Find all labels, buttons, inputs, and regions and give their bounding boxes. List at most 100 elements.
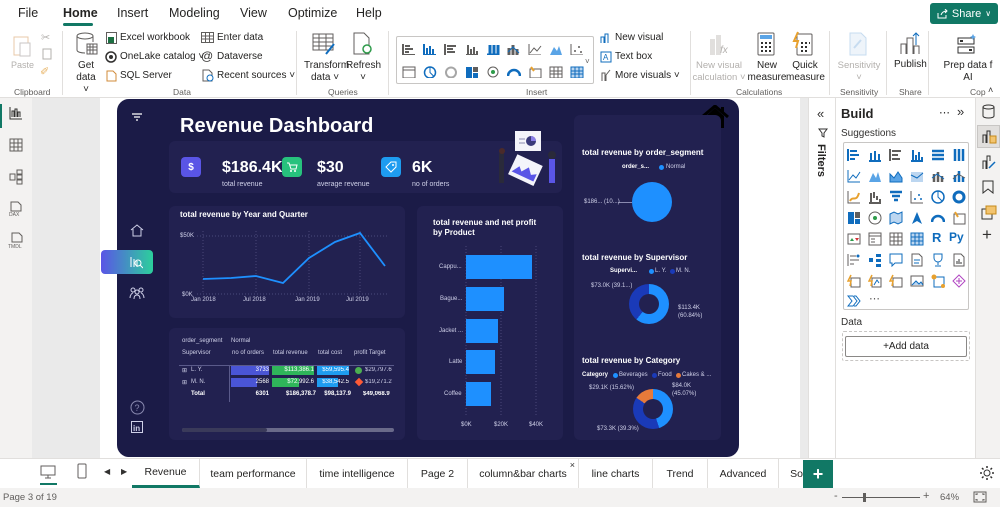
slicer-icon[interactable] — [868, 232, 882, 246]
next-page-icon[interactable]: ▶ — [121, 467, 128, 476]
copy-icon[interactable] — [41, 48, 53, 60]
header-profit[interactable]: profit Target — [354, 350, 386, 356]
help-icon[interactable]: ? — [130, 400, 145, 415]
waterfall-icon[interactable] — [847, 190, 861, 204]
gauge-icon[interactable] — [507, 66, 521, 78]
smart-narrative-icon[interactable] — [910, 253, 924, 267]
matrix-icon[interactable] — [570, 66, 584, 78]
analytics-nav-button[interactable] — [101, 250, 153, 274]
filters-pane[interactable]: « Filters — [808, 98, 835, 458]
pie-segment-chart[interactable] — [632, 182, 672, 222]
settings-gear-icon[interactable] — [979, 465, 995, 481]
stacked-bar-icon[interactable] — [402, 43, 416, 55]
goals-icon[interactable] — [931, 253, 945, 267]
home-nav-icon[interactable] — [130, 223, 144, 237]
tmdl-view-icon[interactable]: TMDL — [8, 232, 26, 250]
collapse-ribbon-icon[interactable]: ˄ — [988, 85, 994, 95]
refresh-button[interactable]: Refresh ˅ — [346, 60, 382, 83]
expand-icon[interactable]: ⊞ — [182, 380, 188, 386]
clustered-column-icon[interactable] — [910, 148, 924, 162]
area-chart-icon[interactable] — [868, 169, 882, 183]
linkedin-icon[interactable]: in — [131, 421, 143, 433]
line-stacked-column-icon[interactable] — [931, 169, 945, 183]
donut-category-chart[interactable] — [633, 389, 673, 429]
filled-map-icon[interactable] — [889, 211, 903, 225]
100-stacked-column-icon[interactable] — [952, 148, 966, 162]
zoom-out-button[interactable]: - — [834, 490, 838, 502]
zoom-level[interactable]: 64% — [940, 492, 960, 503]
new-measure-button[interactable]: New measure — [747, 60, 787, 83]
stacked-column-icon[interactable] — [868, 148, 882, 162]
prev-page-icon[interactable]: ◀ — [104, 467, 111, 476]
paginated-report-icon[interactable] — [952, 253, 966, 267]
map-icon[interactable] — [868, 211, 882, 225]
sql-server-button[interactable]: SQL Server — [120, 70, 172, 81]
add-data-button[interactable]: +Add data — [845, 336, 967, 357]
scatter-chart-icon[interactable] — [570, 43, 584, 55]
header-cost[interactable]: total cost — [318, 350, 343, 356]
decomposition-tree-icon[interactable] — [868, 253, 882, 267]
matrix-scrollbar[interactable] — [182, 428, 394, 432]
model-view-icon[interactable] — [9, 169, 23, 185]
key-influencers-icon[interactable] — [847, 253, 861, 267]
qa-icon[interactable] — [889, 253, 903, 267]
clustered-bar-icon[interactable] — [889, 148, 903, 162]
area-chart-icon[interactable] — [549, 43, 563, 55]
tab-time-intelligence[interactable]: time intelligence — [307, 459, 408, 488]
power-apps-icon[interactable] — [847, 274, 861, 288]
team-nav-icon[interactable] — [129, 286, 145, 300]
python-visual-icon[interactable]: Py — [949, 230, 964, 244]
publish-button[interactable]: Publish — [894, 59, 927, 70]
enter-data-button[interactable]: Enter data — [217, 32, 264, 43]
donut-chart-icon[interactable] — [444, 66, 458, 78]
desktop-layout-icon[interactable] — [40, 465, 56, 479]
narrative-icon[interactable] — [889, 274, 903, 288]
new-visual-button[interactable]: New visual — [615, 32, 664, 43]
donut-icon[interactable] — [952, 190, 966, 204]
line-column-icon[interactable] — [507, 43, 521, 55]
fit-to-page-icon[interactable] — [973, 491, 987, 503]
bookmark-icon[interactable] — [982, 180, 994, 194]
waterfall-chart-icon[interactable] — [868, 190, 882, 204]
dax-query-view-icon[interactable]: DAX — [8, 201, 24, 217]
tab-advanced[interactable]: Advanced — [708, 459, 779, 488]
tab-page-2[interactable]: Page 2 — [408, 459, 468, 488]
collapse-build-icon[interactable]: » — [957, 104, 965, 119]
paste-button[interactable]: Paste — [11, 60, 35, 70]
more-options-icon[interactable]: ⋯ — [939, 107, 950, 119]
build-pane-toggle[interactable] — [977, 125, 1000, 148]
clustered-column-icon[interactable] — [465, 43, 479, 55]
report-view-icon[interactable] — [9, 106, 23, 120]
add-page-button[interactable]: + — [803, 460, 833, 488]
tab-trend[interactable]: Trend — [653, 459, 708, 488]
donut-supervisor-chart[interactable] — [629, 284, 669, 324]
ribbon-chart-icon[interactable] — [910, 169, 924, 183]
tab-line-charts[interactable]: line charts — [579, 459, 653, 488]
power-automate-icon[interactable] — [868, 274, 882, 288]
azure-map-icon[interactable] — [910, 211, 924, 225]
data-pane-icon[interactable] — [982, 104, 995, 119]
map-icon[interactable] — [486, 66, 500, 78]
card-icon[interactable] — [952, 211, 966, 225]
treemap-icon[interactable] — [847, 211, 861, 225]
text-box-button[interactable]: Text box — [615, 51, 653, 62]
new-visual-calculation-button[interactable]: New visual calculation ˅ — [692, 60, 746, 83]
sensitivity-button[interactable]: Sensitivity ˅ — [837, 60, 881, 83]
slicer-icon[interactable] — [402, 66, 416, 78]
more-visuals-icon[interactable]: ⋯ — [869, 293, 880, 305]
stacked-column-icon[interactable] — [423, 43, 437, 55]
kpi-icon[interactable] — [847, 232, 861, 246]
diamond-visual-icon[interactable] — [952, 274, 966, 288]
tab-revenue[interactable]: Revenue — [132, 459, 200, 488]
100-stacked-bar-icon[interactable] — [931, 148, 945, 162]
matrix-icon[interactable] — [910, 232, 924, 246]
matrix-scrollbar-thumb[interactable] — [182, 428, 267, 432]
onelake-catalog-button[interactable]: OneLake catalog ˅ — [120, 51, 205, 62]
collapse-filters-icon[interactable]: « — [817, 106, 825, 121]
transform-data-button[interactable]: Transform data ˅ — [304, 60, 350, 83]
tab-column-bar-charts[interactable]: column&bar charts × — [468, 459, 579, 488]
menu-insert[interactable]: Insert — [117, 6, 149, 20]
quick-measure-button[interactable]: Quick measure — [786, 60, 825, 83]
pie-chart-icon[interactable] — [423, 66, 437, 78]
menu-view[interactable]: View — [240, 6, 267, 20]
